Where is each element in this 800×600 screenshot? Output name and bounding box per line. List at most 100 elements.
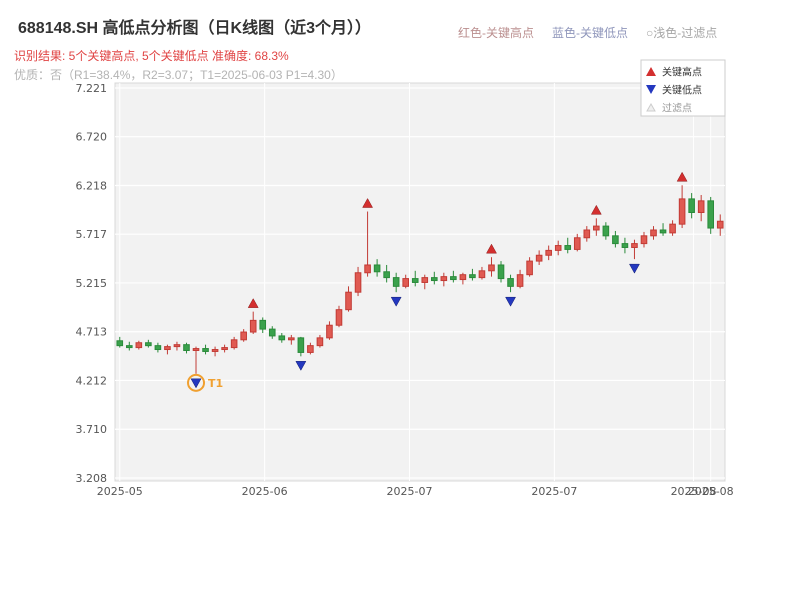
candle-body	[125, 345, 133, 349]
candle-body	[573, 237, 581, 250]
candle-body	[307, 345, 314, 353]
chart-legend-box	[640, 59, 726, 117]
candle-body	[478, 270, 486, 279]
candle-body	[364, 264, 371, 274]
x-tick-label: 2025-08	[688, 485, 734, 498]
plot-area	[114, 82, 726, 482]
t1-circle	[187, 373, 206, 392]
y-tick-label: 3.710	[76, 423, 108, 436]
candle-body	[507, 278, 514, 287]
key-low-marker	[190, 378, 202, 389]
top-legend-filtered: ○浅色-过滤点	[646, 26, 718, 40]
x-tick-label: 2025-06	[242, 485, 288, 498]
candle-body	[583, 229, 591, 239]
y-tick-label: 5.717	[76, 228, 108, 241]
candle-body	[183, 344, 190, 351]
legend-item-label: 过滤点	[662, 102, 692, 115]
candle-body	[650, 229, 657, 237]
candle-body	[316, 337, 324, 347]
legend-item-label: 关键高点	[662, 66, 702, 79]
t1-label: T1	[208, 377, 223, 390]
candle-body	[697, 200, 705, 213]
candle-body	[192, 348, 200, 351]
candle-body	[145, 342, 152, 347]
candle-body	[326, 324, 333, 339]
x-tick-label: 2025-07	[531, 485, 577, 498]
recognition-result-line: 识别结果: 5个关键高点, 5个关键低点 准确度: 68.3%	[14, 49, 289, 63]
y-tick-label: 4.713	[76, 326, 108, 339]
candle-body	[202, 348, 209, 352]
legend-high-icon	[646, 67, 656, 76]
candle-body	[249, 319, 257, 333]
key-high-marker	[486, 243, 497, 254]
key-high-marker	[362, 198, 374, 208]
key-low-marker	[295, 361, 307, 371]
page-title: 688148.SH 高低点分析图（日K线图（近3个月））	[18, 20, 371, 37]
candle-body	[116, 340, 124, 347]
candle-body	[335, 309, 343, 326]
candle-body	[459, 274, 467, 281]
key-low-marker	[505, 296, 516, 307]
candle-body	[383, 271, 390, 279]
x-tick-label: 2025-05	[97, 485, 143, 498]
candle-body	[669, 223, 676, 234]
candle-body	[678, 198, 686, 225]
candle-body	[373, 264, 381, 273]
y-tick-label: 7.221	[76, 82, 108, 95]
candle-body	[392, 277, 400, 287]
candle-body	[545, 249, 552, 256]
candle-body	[612, 235, 619, 245]
candle-body	[430, 277, 438, 282]
candle-body	[554, 245, 562, 251]
candle-body	[288, 337, 295, 341]
key-low-marker	[390, 296, 402, 307]
key-high-marker	[590, 204, 602, 215]
candle-body	[659, 229, 667, 234]
candle-body	[497, 264, 505, 280]
candle-body	[688, 198, 695, 213]
candle-body	[268, 328, 276, 337]
quality-line: 优质：否（R1=38.4%，R2=3.07；T1=2025-06-03 P1=4…	[14, 68, 343, 82]
candle-body	[450, 276, 457, 281]
candle-body	[593, 225, 600, 231]
candle-body	[526, 260, 533, 276]
candle-body	[297, 337, 305, 353]
legend-low-icon	[646, 85, 656, 94]
candle-body	[440, 276, 448, 282]
candle-body	[707, 200, 715, 229]
candle-body	[621, 243, 629, 248]
candle-body	[354, 272, 362, 293]
candle-body	[564, 245, 572, 250]
x-tick-label: 2025-08	[671, 485, 717, 498]
candle-body	[640, 235, 648, 245]
candle-body	[173, 344, 181, 348]
x-tick-label: 2025-07	[387, 485, 433, 498]
candle-body	[469, 274, 476, 279]
candle-body	[259, 319, 267, 330]
candle-body	[631, 243, 638, 248]
legend-filtered-icon	[646, 102, 656, 112]
candle-body	[135, 342, 143, 349]
y-tick-label: 4.212	[76, 374, 108, 387]
candle-body	[716, 220, 724, 229]
candle-body	[221, 347, 228, 351]
key-high-marker	[247, 298, 259, 308]
legend-item-label: 关键低点	[662, 84, 702, 97]
y-tick-label: 6.720	[76, 131, 108, 144]
candle-body	[421, 277, 429, 283]
candle-body	[411, 278, 419, 283]
candle-body	[164, 346, 171, 351]
y-tick-label: 6.218	[76, 179, 108, 192]
top-legend-key-low: 蓝色-关键低点	[552, 26, 628, 40]
candle-body	[516, 274, 524, 287]
candle-body	[345, 291, 352, 311]
candle-body	[535, 254, 543, 262]
candle-body	[211, 349, 219, 352]
candle-body	[240, 331, 247, 341]
candle-body	[154, 345, 162, 351]
top-legend: 红色-关键高点 蓝色-关键低点 ○浅色-过滤点	[458, 24, 717, 41]
candle-body	[402, 278, 410, 287]
top-legend-key-high: 红色-关键高点	[458, 26, 534, 40]
